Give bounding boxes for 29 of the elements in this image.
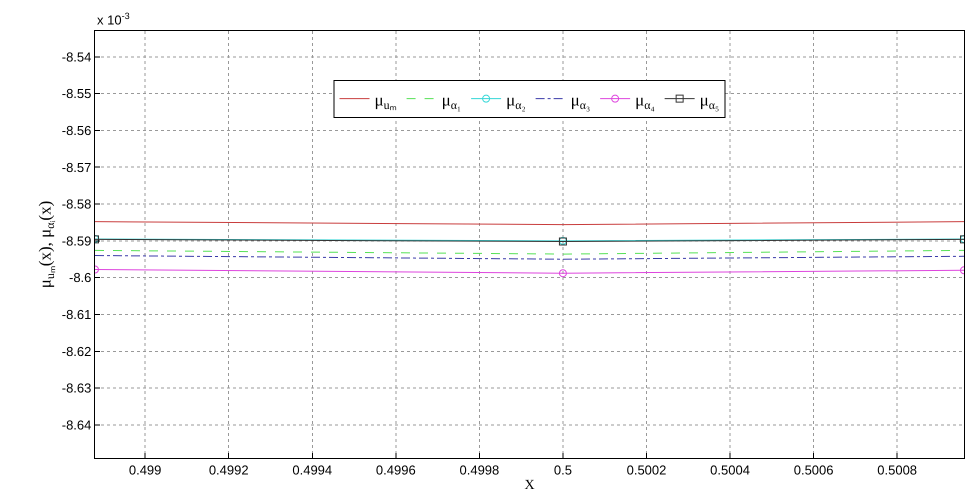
legend-label: μ$_{uₘ}$ [374,90,397,112]
y-tick-label: -8.55 [62,86,92,102]
x-tick-label: 0.4992 [208,462,249,478]
legend-label: μ$_{α₁}$ [442,90,462,112]
x-tick-label: 0.4994 [292,462,332,478]
x-tick-label: 0.4996 [376,462,416,478]
y-tick-label: -8.56 [62,122,92,138]
x-axis-title: X [524,478,535,493]
legend-label: μ$_{α₄}$ [635,90,655,112]
y-tick-label: -8.57 [62,160,92,175]
x-tick-label: 0.4998 [459,462,500,478]
legend-label: μ$_{α₂}$ [506,90,526,112]
y-tick-label: -8.64 [62,417,92,432]
text: x 10$^{-3}$ [97,11,130,28]
x-tick-label: 0.5 [554,462,572,478]
x-tick-label: 0.5006 [794,462,834,478]
y-tick-label: -8.61 [62,306,92,322]
x-tick-label: 0.499 [128,462,162,478]
y-tick-label: -8.63 [62,380,92,396]
x-tick-label: 0.5008 [877,462,918,478]
y-tick-label: -8.59 [62,233,92,248]
y-tick-label: -8.6 [68,270,92,286]
y-tick-label: -8.62 [62,344,92,359]
y-tick-label: -8.58 [62,196,92,212]
x-tick-label: 0.5004 [710,462,750,478]
legend-label: μ$_{α₃}$ [570,90,590,112]
legend-label: μ$_{α₅}$ [700,90,720,112]
x-tick-label: 0.5002 [626,462,666,478]
y-tick-label: -8.54 [62,49,92,64]
